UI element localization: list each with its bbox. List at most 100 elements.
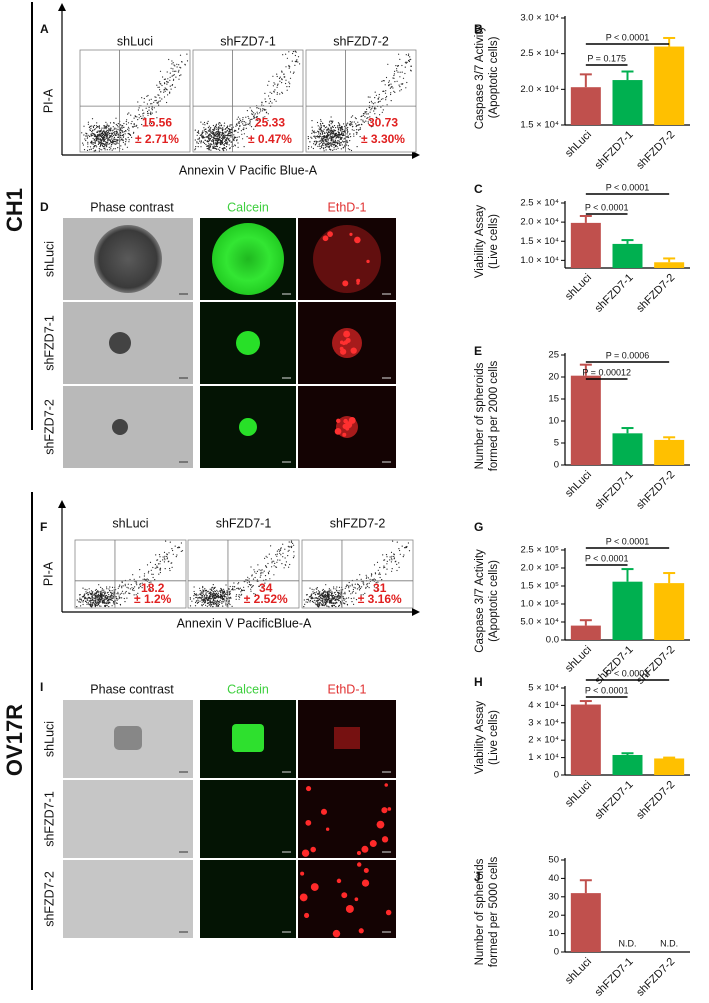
dot: [218, 603, 220, 606]
dot: [202, 123, 204, 125]
dot: [108, 143, 110, 145]
dot: [336, 598, 338, 600]
dot: [92, 143, 94, 145]
dot: [111, 134, 113, 136]
dot: [326, 140, 328, 143]
dot: [159, 568, 161, 570]
dot: [210, 132, 212, 134]
dot: [282, 552, 284, 554]
dot: [97, 590, 99, 592]
dot: [329, 601, 331, 603]
dot: [203, 595, 206, 597]
dot: [346, 603, 348, 606]
dot: [94, 128, 96, 130]
dot: [277, 83, 279, 85]
dot: [393, 90, 395, 92]
dot: [110, 594, 112, 597]
dot: [366, 576, 368, 578]
dot: [236, 587, 238, 590]
dot: [206, 591, 209, 593]
dot: [379, 573, 381, 575]
dot: [317, 605, 319, 608]
dot: [404, 72, 406, 75]
dot: [117, 142, 119, 144]
dot: [326, 605, 328, 607]
dot: [85, 591, 87, 593]
dot: [402, 83, 404, 85]
dot: [319, 594, 321, 596]
dot: [303, 599, 305, 601]
dot: [211, 587, 213, 589]
dot: [90, 127, 92, 129]
dot: [115, 117, 117, 119]
dot: [193, 590, 195, 593]
dot: [96, 135, 98, 138]
dot: [243, 586, 245, 588]
stain-dot: [336, 418, 341, 424]
stain: [313, 225, 381, 293]
dot: [214, 590, 216, 592]
dot: [142, 113, 144, 115]
dot: [378, 573, 380, 575]
dot: [121, 130, 123, 132]
dot: [291, 545, 293, 548]
dot: [304, 603, 306, 606]
dot: [349, 149, 351, 151]
dot: [281, 71, 283, 73]
dot: [323, 135, 325, 138]
dot: [219, 593, 221, 596]
dot: [409, 56, 411, 58]
dot: [118, 595, 120, 597]
dot: [199, 600, 201, 602]
dot: [318, 137, 320, 139]
dot: [336, 586, 338, 588]
dot: [200, 134, 202, 136]
dot: [223, 137, 225, 139]
dot: [347, 141, 349, 143]
dot: [221, 602, 223, 605]
panel-letter: H: [474, 675, 483, 689]
dot: [359, 587, 362, 590]
percentage-error: ± 3.16%: [358, 592, 402, 606]
dot: [200, 595, 202, 597]
bar: [570, 222, 601, 268]
dot: [240, 121, 242, 123]
dot: [237, 587, 239, 589]
dot: [160, 91, 162, 93]
dot: [102, 130, 104, 133]
dot: [294, 54, 296, 57]
dot: [249, 107, 251, 109]
dot: [307, 598, 309, 600]
dot: [125, 139, 127, 141]
dot: [399, 58, 401, 61]
dot: [241, 593, 243, 595]
dot: [332, 141, 334, 143]
dot: [381, 80, 383, 82]
dot: [406, 81, 408, 84]
dot: [254, 593, 256, 596]
dot: [110, 140, 112, 143]
dot: [100, 142, 102, 144]
dot: [211, 601, 213, 603]
dot: [317, 601, 319, 604]
dot: [90, 142, 92, 144]
dot: [287, 545, 289, 547]
dot: [320, 130, 322, 132]
dot: [91, 602, 93, 604]
dot: [320, 125, 322, 127]
dot: [166, 554, 168, 556]
dot: [240, 594, 242, 596]
dot: [382, 90, 384, 92]
dot: [339, 597, 341, 599]
dot: [350, 597, 352, 600]
y-axis-label: (Live cells): [488, 214, 500, 269]
dot: [209, 144, 211, 147]
dot: [355, 118, 357, 120]
dot: [311, 126, 313, 128]
dot: [179, 54, 182, 56]
dot: [341, 133, 343, 135]
dot: [230, 136, 232, 138]
dot: [197, 597, 199, 599]
dot: [222, 601, 224, 603]
dot: [203, 601, 205, 603]
